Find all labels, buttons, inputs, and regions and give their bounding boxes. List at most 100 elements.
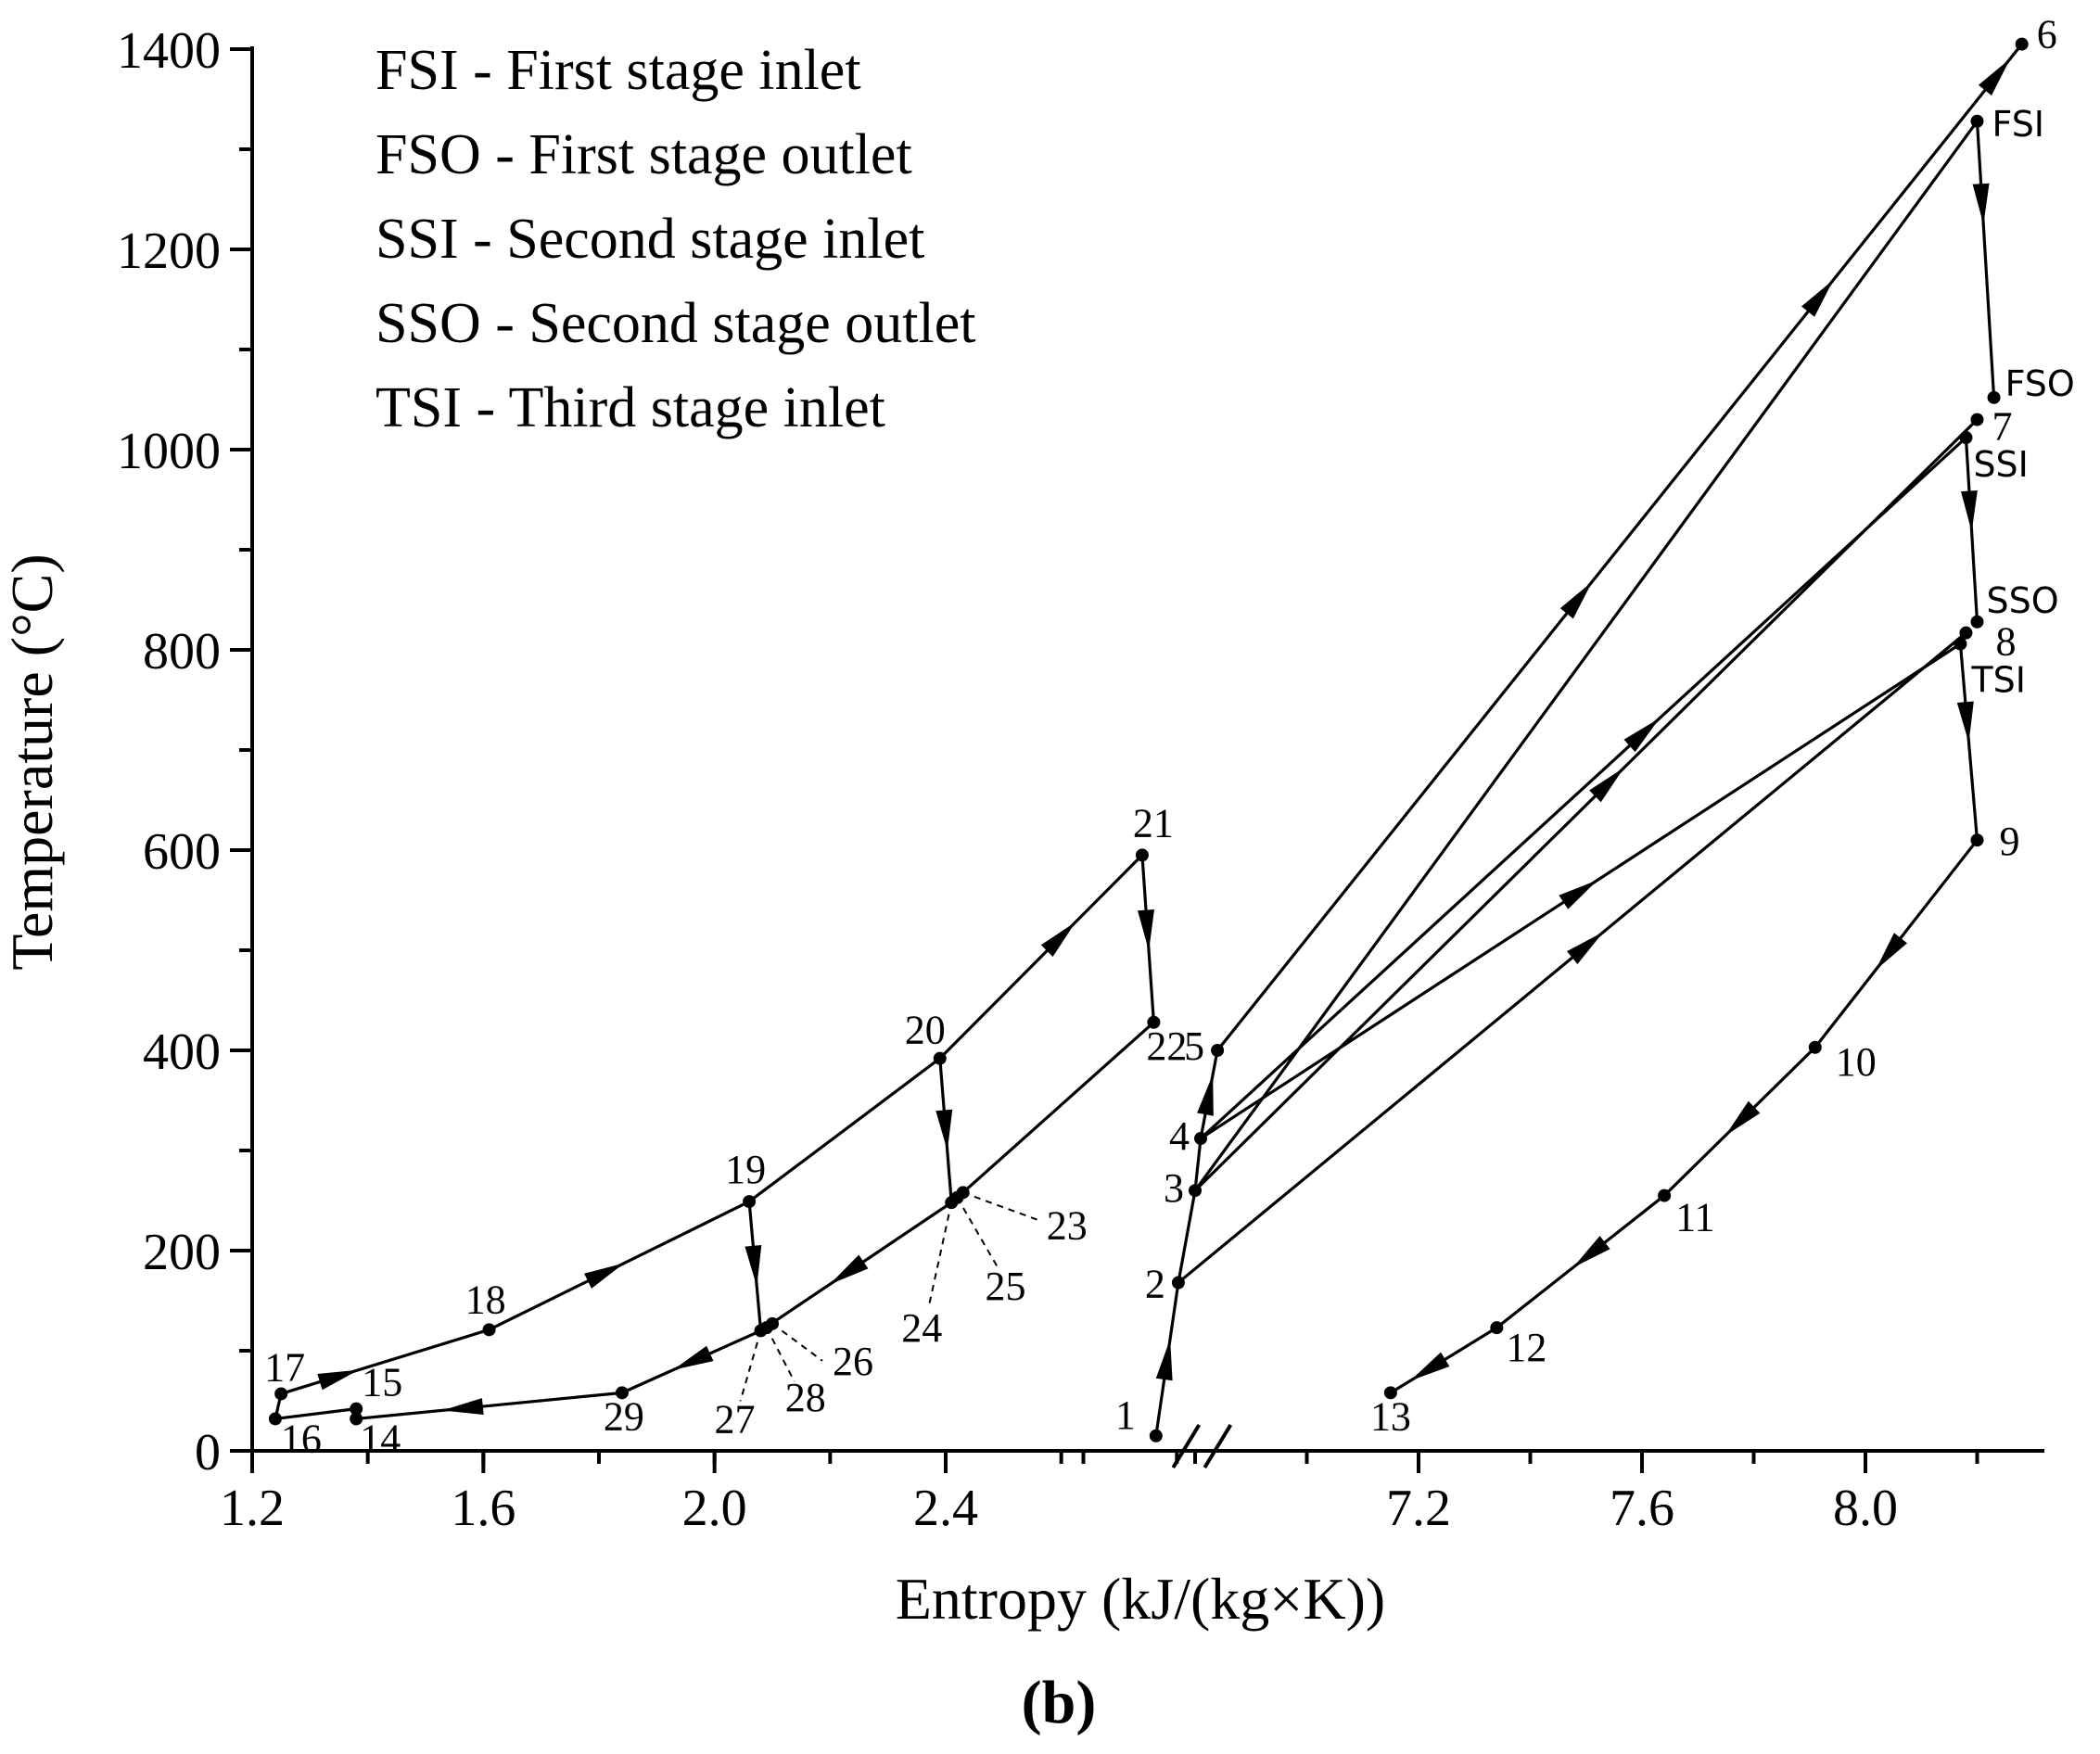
point-label: 13 — [1370, 1393, 1411, 1439]
arrow-head — [1589, 768, 1624, 803]
direction-arrows — [317, 58, 2011, 1415]
state-point — [268, 1412, 282, 1426]
state-point — [2015, 37, 2029, 51]
y-axis-label: Temperature (°C) — [0, 553, 65, 970]
state-point — [1959, 431, 1973, 445]
point-label: 6 — [2037, 12, 2057, 57]
point-label: 3 — [1164, 1165, 1184, 1211]
y-tick-label: 1000 — [117, 423, 221, 480]
point-label: 25 — [985, 1264, 1025, 1309]
point-label: 19 — [725, 1147, 766, 1192]
process-line — [356, 1391, 623, 1421]
arrow-head — [672, 1345, 714, 1370]
point-label: 5 — [1184, 1023, 1204, 1069]
point-label: TSI — [1970, 660, 2026, 701]
y-tick-label: 600 — [143, 823, 221, 881]
legend-entry: FSI - First stage inlet — [375, 39, 861, 102]
arrow-head — [829, 1254, 869, 1285]
legend-entry: SSO - Second stage outlet — [375, 292, 976, 355]
leader-line — [962, 1191, 1040, 1222]
leader-line — [928, 1201, 953, 1305]
arrow-head — [1559, 581, 1593, 619]
y-tick-label: 1200 — [117, 222, 221, 280]
arrow-head — [1956, 701, 1974, 744]
process-line — [961, 1021, 1155, 1194]
point-label: FSO — [2005, 363, 2075, 404]
point-label: 15 — [362, 1360, 402, 1405]
state-point — [350, 1412, 363, 1426]
arrow-head — [1040, 921, 1076, 957]
process-line — [938, 854, 1144, 1060]
arrow-head — [1138, 909, 1154, 951]
leader-line — [771, 1323, 823, 1362]
x-tick-label: 8.0 — [1833, 1480, 1898, 1537]
x-tick-label: 2.0 — [682, 1480, 747, 1537]
leader-line — [956, 1197, 999, 1269]
state-point — [1135, 848, 1149, 862]
legend-entry: FSO - First stage outlet — [375, 123, 912, 186]
axes: 0 200 400 600 800 1000 1200 1400 1.2 1.6 2.0 2.4 7.2… — [117, 22, 2044, 1537]
x-tick-label: 2.4 — [913, 1480, 978, 1537]
point-label: 27 — [715, 1396, 756, 1442]
state-point — [274, 1387, 288, 1401]
arrow-head — [1155, 1339, 1173, 1381]
state-point — [1147, 1015, 1161, 1029]
point-label: SSO — [1987, 580, 2059, 621]
arrow-head — [1801, 279, 1834, 317]
state-point — [1149, 1429, 1163, 1443]
legend-entry: SSI - Second stage inlet — [375, 208, 924, 271]
point-label: 12 — [1506, 1325, 1546, 1370]
state-point — [482, 1323, 496, 1337]
state-point — [1189, 1184, 1202, 1198]
point-labels: 123456FSIFSO7SSISSO8TSI91011121314151617… — [264, 12, 2075, 1462]
process-line — [280, 1328, 490, 1395]
process-line — [1193, 1138, 1203, 1191]
process-line — [748, 1057, 941, 1203]
state-point — [1658, 1188, 1672, 1202]
point-label: 9 — [2000, 819, 2020, 864]
point-label: 29 — [604, 1393, 644, 1439]
legend: FSI - First stage inlet FSO - First stage… — [375, 39, 976, 439]
process-line — [1193, 418, 1979, 1192]
y-tick-label: 200 — [143, 1224, 221, 1281]
point-label: 24 — [901, 1305, 942, 1351]
point-label: 26 — [833, 1339, 873, 1384]
state-point — [1383, 1386, 1397, 1400]
state-point — [743, 1195, 757, 1209]
x-tick-label: 1.2 — [220, 1480, 285, 1537]
state-point — [1171, 1276, 1185, 1290]
point-label: 22 — [1146, 1023, 1187, 1069]
state-point — [1970, 413, 1984, 426]
arrow-head — [1725, 1100, 1761, 1137]
y-tick-label: 0 — [195, 1424, 221, 1481]
state-point — [933, 1051, 947, 1065]
process-line — [1177, 631, 1967, 1284]
state-point — [1987, 390, 2001, 404]
arrow-head — [1559, 880, 1598, 909]
state-point — [1970, 833, 1984, 847]
arrow-head — [1961, 490, 1978, 532]
arrow-head — [1410, 1352, 1450, 1381]
legend-entry: TSI - Third stage inlet — [375, 376, 885, 439]
point-label: 14 — [360, 1416, 401, 1461]
arrow-head — [935, 1109, 953, 1151]
process-line — [1215, 43, 2023, 1051]
arrow-head — [1978, 58, 2011, 95]
point-label: 8 — [1995, 619, 2016, 665]
state-point — [950, 1190, 964, 1204]
panel-label: (b) — [1022, 1669, 1097, 1736]
state-point — [350, 1402, 363, 1416]
arrow-head — [1623, 718, 1660, 753]
axis-break-mark — [1203, 1423, 1233, 1469]
state-point — [1970, 615, 1984, 629]
leader-line — [765, 1327, 795, 1382]
arrow-head — [1567, 932, 1604, 964]
arrow-head — [317, 1369, 359, 1391]
y-tick-label: 1400 — [117, 22, 221, 80]
x-tick-label: 7.2 — [1386, 1480, 1451, 1537]
x-tick-label: 7.6 — [1610, 1480, 1674, 1537]
point-label: 23 — [1047, 1202, 1088, 1248]
x-tick-label: 1.6 — [451, 1480, 515, 1537]
point-label: 18 — [465, 1277, 506, 1322]
